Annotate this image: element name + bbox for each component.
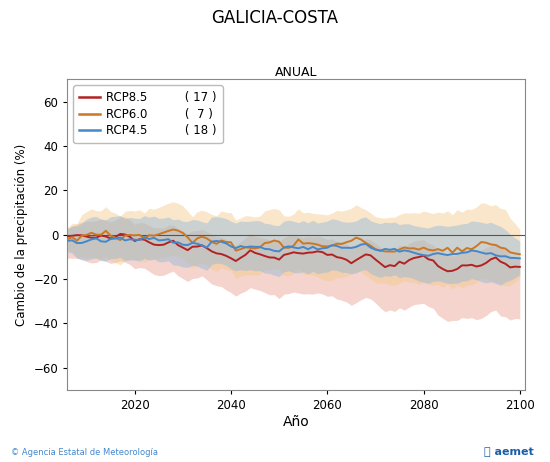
Text: GALICIA-COSTA: GALICIA-COSTA [212,9,338,27]
Legend: RCP8.5          ( 17 ), RCP6.0          (  7 ), RCP4.5          ( 18 ): RCP8.5 ( 17 ), RCP6.0 ( 7 ), RCP4.5 ( 18… [73,85,223,143]
Text: Ⓛ aemet: Ⓛ aemet [484,447,534,457]
Y-axis label: Cambio de la precipitación (%): Cambio de la precipitación (%) [15,144,28,326]
Text: © Agencia Estatal de Meteorología: © Agencia Estatal de Meteorología [11,449,158,457]
X-axis label: Año: Año [283,414,309,429]
Title: ANUAL: ANUAL [274,67,317,79]
